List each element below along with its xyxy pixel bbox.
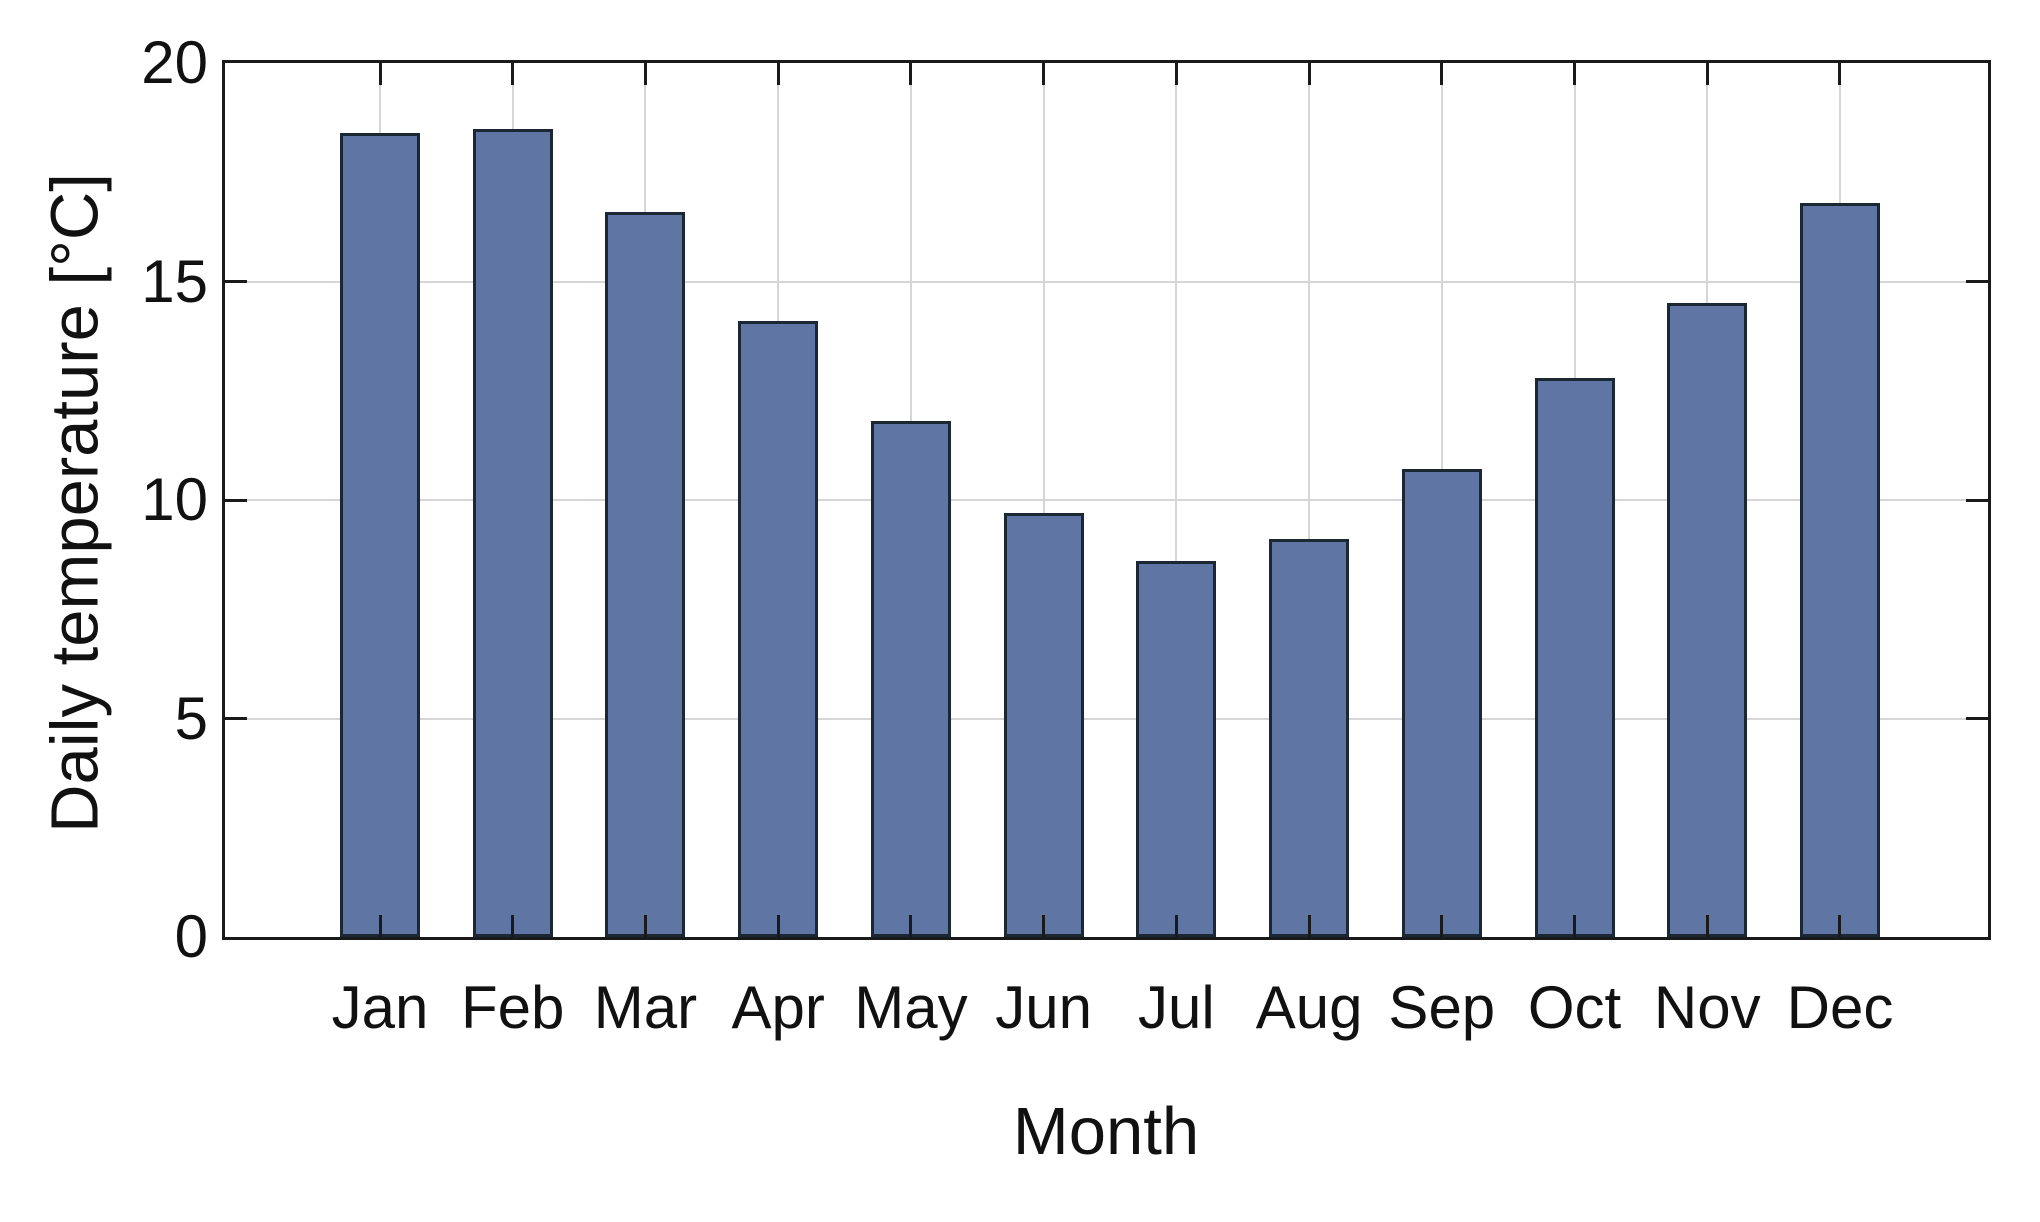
x-tick-label-feb: Feb bbox=[461, 974, 565, 1041]
x-tick-mark-bottom-jun bbox=[1042, 915, 1046, 937]
axes-frame bbox=[222, 60, 1991, 940]
x-tick-label-jun: Jun bbox=[995, 974, 1092, 1041]
y-tick-label-20: 20 bbox=[141, 29, 208, 96]
x-tick-mark-top-sep bbox=[1440, 63, 1444, 85]
bar-jun bbox=[1003, 513, 1084, 937]
x-tick-label-mar: Mar bbox=[593, 974, 698, 1041]
x-tick-mark-top-jul bbox=[1174, 63, 1178, 85]
y-tick-label-0: 0 bbox=[174, 903, 208, 970]
y-tick-mark-left-5 bbox=[225, 717, 247, 720]
bar-aug bbox=[1269, 539, 1350, 937]
h-gridline-10 bbox=[225, 499, 1988, 501]
y-tick-mark-left-15 bbox=[225, 280, 247, 283]
x-tick-mark-top-nov bbox=[1705, 63, 1709, 85]
v-gridline-aug bbox=[1308, 63, 1311, 937]
x-tick-label-jul: Jul bbox=[1138, 974, 1215, 1041]
x-tick-mark-top-aug bbox=[1307, 63, 1311, 85]
y-tick-label-5: 5 bbox=[174, 684, 208, 752]
x-tick-mark-top-may bbox=[909, 63, 913, 85]
x-tick-label-may: May bbox=[854, 974, 968, 1041]
x-tick-mark-top-dec bbox=[1838, 63, 1842, 85]
bar-jul bbox=[1136, 561, 1217, 937]
y-tick-mark-right-10 bbox=[1966, 498, 1988, 502]
x-tick-mark-bottom-aug bbox=[1307, 915, 1311, 937]
bar-apr bbox=[738, 320, 819, 937]
h-gridline-15 bbox=[225, 280, 1988, 283]
y-tick-label-10: 10 bbox=[141, 466, 208, 533]
y-tick-label-15: 15 bbox=[141, 247, 208, 315]
x-tick-label-dec: Dec bbox=[1786, 974, 1894, 1041]
y-tick-mark-right-15 bbox=[1966, 280, 1988, 283]
x-tick-mark-top-jun bbox=[1042, 63, 1046, 85]
x-tick-mark-bottom-oct bbox=[1573, 915, 1577, 937]
x-axis-label: Month bbox=[1012, 1094, 1200, 1169]
v-gridline-jun bbox=[1042, 63, 1045, 937]
x-tick-label-apr: Apr bbox=[731, 974, 825, 1041]
x-tick-label-aug: Aug bbox=[1255, 974, 1363, 1041]
x-tick-mark-bottom-jul bbox=[1174, 915, 1178, 937]
x-tick-label-jan: Jan bbox=[331, 974, 429, 1041]
x-tick-mark-bottom-apr bbox=[776, 915, 780, 937]
x-tick-mark-bottom-jan bbox=[378, 915, 382, 937]
h-gridline-5 bbox=[225, 717, 1988, 720]
x-tick-mark-bottom-feb bbox=[511, 915, 515, 937]
x-tick-mark-top-apr bbox=[776, 63, 780, 85]
x-tick-mark-top-feb bbox=[511, 63, 515, 85]
bar-oct bbox=[1534, 377, 1615, 937]
x-tick-mark-bottom-dec bbox=[1838, 915, 1842, 937]
y-tick-mark-right-5 bbox=[1966, 717, 1988, 720]
x-tick-mark-bottom-nov bbox=[1705, 915, 1709, 937]
x-tick-mark-top-oct bbox=[1573, 63, 1577, 85]
bar-nov bbox=[1667, 303, 1748, 937]
x-tick-label-sep: Sep bbox=[1388, 974, 1496, 1041]
x-tick-label-nov: Nov bbox=[1653, 974, 1761, 1041]
v-gridline-jul bbox=[1175, 63, 1178, 937]
y-tick-mark-left-10 bbox=[225, 498, 247, 502]
x-tick-label-oct: Oct bbox=[1527, 974, 1622, 1041]
x-tick-mark-bottom-sep bbox=[1440, 915, 1444, 937]
bar-dec bbox=[1799, 202, 1880, 937]
bar-sep bbox=[1401, 469, 1482, 937]
bar-mar bbox=[605, 211, 686, 937]
plot-area bbox=[222, 60, 1991, 940]
x-tick-mark-bottom-mar bbox=[643, 915, 647, 937]
x-tick-mark-top-jan bbox=[378, 63, 382, 85]
x-tick-mark-bottom-may bbox=[909, 915, 913, 937]
x-tick-mark-top-mar bbox=[643, 63, 647, 85]
bar-jan bbox=[340, 132, 420, 937]
bar-may bbox=[870, 421, 951, 937]
